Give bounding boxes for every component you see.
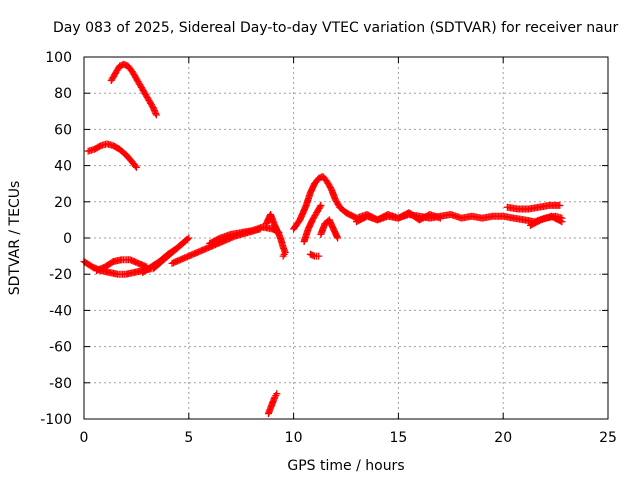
data-point xyxy=(152,111,160,119)
y-tick-label: 20 xyxy=(54,195,72,211)
data-point xyxy=(315,252,323,260)
x-tick-label: 25 xyxy=(599,430,617,446)
x-tick-label: 10 xyxy=(285,430,303,446)
y-axis-label: SDTVAR / TECUs xyxy=(7,181,23,296)
series-wave-b xyxy=(352,209,444,226)
axis-tick-labels: 0 5 10 15 20 25 -100 -80 -60 -40 -20 0 20 40 60 80 100 xyxy=(40,50,617,446)
series-bump-drop xyxy=(317,216,342,242)
y-tick-label: -40 xyxy=(49,303,72,319)
series-bump-main xyxy=(290,172,350,233)
x-tick-label: 20 xyxy=(494,430,512,446)
data-point xyxy=(556,201,564,209)
y-tick-label: -20 xyxy=(49,267,72,283)
y-tick-label: 80 xyxy=(54,86,72,102)
x-tick-label: 5 xyxy=(184,430,193,446)
data-point-fill xyxy=(131,162,139,170)
y-tick-label: 60 xyxy=(54,122,72,138)
y-tick-label: 40 xyxy=(54,159,72,175)
data-point xyxy=(132,163,140,171)
series-tail-high xyxy=(503,201,564,213)
data-point xyxy=(273,390,281,398)
series-scatter-9 xyxy=(262,210,289,260)
x-tick-label: 0 xyxy=(80,430,89,446)
axis-ticks xyxy=(83,56,609,420)
data-point xyxy=(183,236,191,244)
data-point xyxy=(279,252,287,260)
series-arc-high xyxy=(107,60,160,119)
data-point xyxy=(334,234,342,242)
series-dip-low xyxy=(264,390,281,418)
grid xyxy=(84,57,608,419)
y-tick-label: -60 xyxy=(49,340,72,356)
series-tail-low xyxy=(526,212,566,229)
data-point-fill xyxy=(316,203,324,211)
data-point xyxy=(317,201,325,209)
y-tick-label: 100 xyxy=(45,50,72,66)
x-axis-label: GPS time / hours xyxy=(287,458,404,474)
data-point-fill xyxy=(182,237,190,245)
data-point xyxy=(436,214,444,222)
data-marks xyxy=(80,60,566,418)
series-arc-mid xyxy=(84,140,140,171)
data-point xyxy=(558,218,566,226)
y-tick-label: 0 xyxy=(63,231,72,247)
series-rise-b xyxy=(149,236,191,273)
chart-title: Day 083 of 2025, Sidereal Day-to-day VTE… xyxy=(53,20,619,36)
x-tick-label: 15 xyxy=(389,430,407,446)
y-tick-label: -100 xyxy=(40,412,72,428)
data-point-fill xyxy=(557,217,565,225)
series-arc-low-b xyxy=(93,256,151,275)
series-bump-side xyxy=(300,201,325,246)
series-short-low xyxy=(306,250,323,260)
y-tick-label: -80 xyxy=(49,376,72,392)
